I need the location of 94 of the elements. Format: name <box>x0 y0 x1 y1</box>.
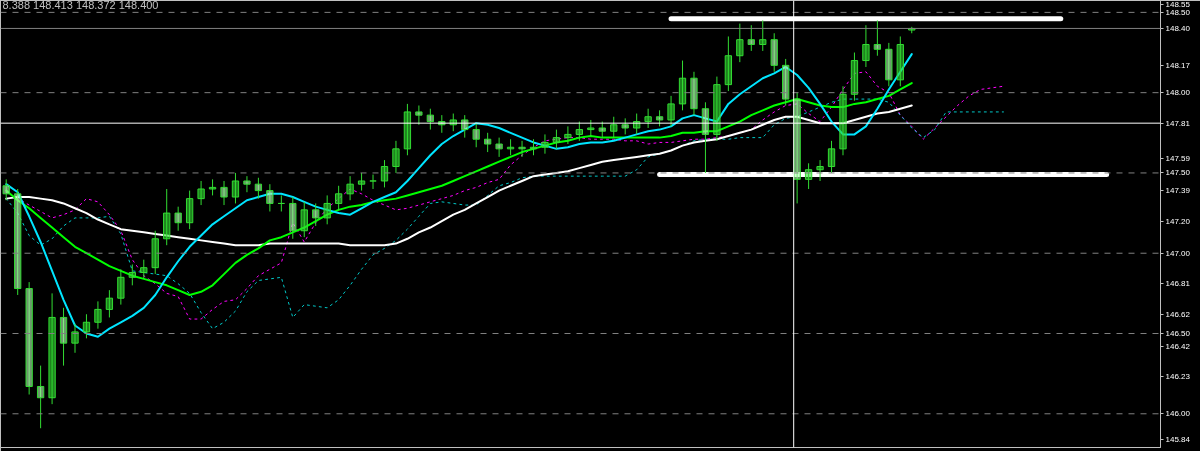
ref-line-label: 147.81 <box>1165 118 1191 128</box>
candlestick <box>243 175 251 193</box>
candlestick <box>885 42 893 87</box>
candlestick <box>403 103 412 156</box>
candlestick <box>701 101 710 174</box>
y-tick-label: 147.39 <box>1165 186 1191 196</box>
ref-line-label: 148.00 <box>1165 88 1191 98</box>
candlestick <box>575 121 584 142</box>
candlestick <box>621 117 629 135</box>
ref-line-label: 148.50 <box>1165 7 1191 17</box>
candlestick <box>736 23 744 63</box>
candlestick <box>461 114 469 139</box>
candlestick <box>48 292 56 405</box>
candlestick <box>862 24 870 68</box>
candlestick <box>472 122 480 148</box>
candlestick <box>495 137 503 158</box>
candlestick <box>759 19 767 52</box>
candlestick <box>334 185 343 211</box>
candlestick <box>506 138 515 156</box>
candlestick <box>380 159 389 188</box>
candlestick <box>644 108 652 129</box>
candlestick <box>782 58 790 107</box>
candlestick <box>185 190 194 230</box>
candlestick <box>541 133 549 155</box>
candlestick <box>873 19 882 57</box>
candlestick <box>220 180 228 206</box>
candlestick <box>82 313 91 339</box>
annotation: 8.388 148.413 148.372 148.400 <box>2 0 159 11</box>
candlestick <box>140 259 148 280</box>
candlestick <box>36 365 45 429</box>
candlestick <box>850 52 859 102</box>
candlestick <box>839 85 847 156</box>
candlestick <box>25 281 33 396</box>
candlestick <box>770 32 778 73</box>
candlestick <box>59 307 68 367</box>
candlestick <box>71 323 79 354</box>
candlestick <box>105 289 114 318</box>
candlestick <box>827 140 836 174</box>
y-tick-label: 146.23 <box>1165 372 1191 382</box>
candlestick <box>94 300 102 330</box>
y-tick-label: 148.55 <box>1165 0 1191 9</box>
candlestick <box>426 108 434 131</box>
ref-line-label: 147.50 <box>1165 168 1191 178</box>
candlestick <box>529 138 538 156</box>
y-tick-label: 146.81 <box>1165 279 1191 289</box>
ref-line-label: 148.40 <box>1165 23 1191 33</box>
candlestick <box>415 105 423 126</box>
candlestick <box>197 180 205 206</box>
candlestick <box>598 121 606 139</box>
ref-line-label: 146.00 <box>1165 409 1191 419</box>
candlestick <box>312 202 320 227</box>
candlestick <box>254 177 263 200</box>
candlestick <box>2 178 10 201</box>
candlestick <box>610 116 618 139</box>
y-tick-label: 147.59 <box>1165 153 1191 163</box>
candlestick <box>128 263 136 286</box>
candlestick <box>667 95 675 127</box>
ref-line-label: 146.50 <box>1165 329 1191 338</box>
candlestick <box>323 194 331 225</box>
candlestick <box>690 71 698 116</box>
candlestick <box>896 35 904 87</box>
candlestick <box>208 178 217 196</box>
candlestick <box>633 113 641 135</box>
candlestick <box>564 125 572 145</box>
y-tick-label: 148.17 <box>1165 60 1191 70</box>
candlestick <box>300 201 308 238</box>
candlestick <box>289 196 297 240</box>
candlestick <box>174 206 182 232</box>
candlestick <box>484 132 492 153</box>
candlestick <box>392 140 400 174</box>
candlestick <box>724 35 733 92</box>
y-tick-label: 146.62 <box>1165 309 1191 319</box>
candlestick <box>587 119 595 137</box>
y-tick-label: 147.20 <box>1165 216 1191 226</box>
candlestick <box>713 76 721 142</box>
candlestick <box>231 172 240 204</box>
candlestick <box>357 172 366 192</box>
candlestick <box>369 174 377 190</box>
candlestick <box>518 140 526 158</box>
candlestick <box>552 129 561 150</box>
candlestick <box>816 159 824 182</box>
candlestick <box>346 175 354 201</box>
candlestick <box>655 109 664 127</box>
candlestick <box>163 188 171 246</box>
ref-line-label: 147.00 <box>1165 248 1191 258</box>
candlestick <box>117 268 125 306</box>
y-tick-label: 145.84 <box>1165 434 1191 444</box>
y-tick-label: 146.42 <box>1165 341 1191 351</box>
candlestick <box>678 60 687 111</box>
candlestick <box>747 24 755 52</box>
candlestick <box>793 92 801 204</box>
candlestick <box>14 188 22 296</box>
candlestick <box>266 183 274 212</box>
candlestick <box>151 230 159 275</box>
